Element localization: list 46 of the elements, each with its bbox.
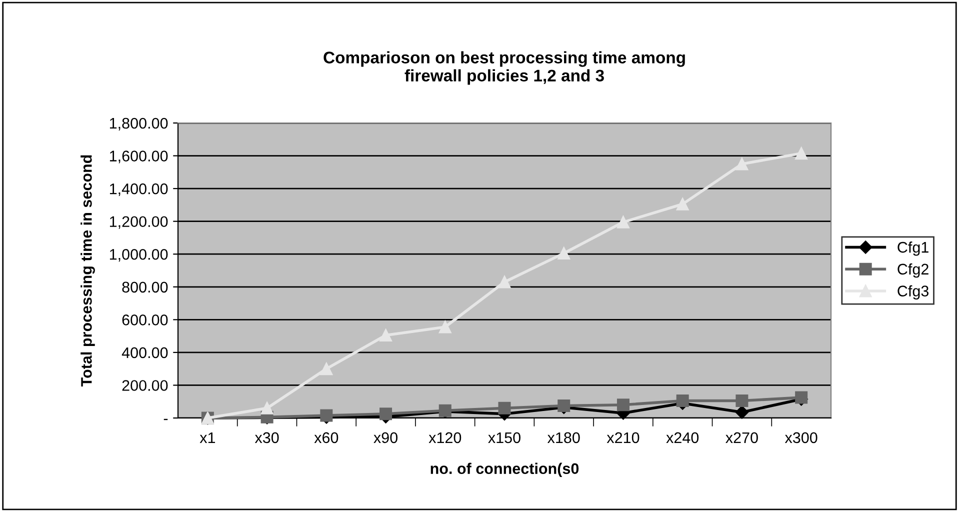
y-tick-label: 200.00 [122,380,168,391]
x-tick-label: x270 [726,432,758,444]
y-tick-label: 1,600.00 [110,150,168,164]
point [735,406,749,419]
x-tick-label: x300 [784,432,818,444]
point [558,399,570,412]
x-tick-label: x240 [666,432,699,444]
legend-label: Cfg3 [898,285,929,300]
point [676,394,689,408]
x-tick-label: x90 [374,432,398,444]
point [558,247,570,260]
point [795,391,808,404]
x-tick-label: x210 [606,432,640,444]
point [616,216,630,228]
point [320,409,333,422]
point [438,320,452,334]
point [795,147,808,160]
point [498,402,511,414]
x-tick-label: x150 [488,432,520,444]
x-tick-label: x60 [314,432,338,444]
x-tick-label: x1 [200,432,216,443]
point [380,328,392,342]
x-tick-label: x30 [254,432,279,444]
chart-title: Comparioson on best processing time among firewall policies 1,2 and 3 [324,51,685,85]
x-axis-title: no. of connection(s0 [430,462,579,478]
point [380,408,392,420]
point [736,394,748,408]
y-tick-label: 800.00 [122,282,168,293]
y-tick-label: 1,200.00 [110,216,168,229]
y-tick-label: 1,400.00 [110,183,168,196]
y-axis-title: Total processing time in second [80,155,95,386]
legend-label: Cfg1 [898,242,928,256]
point [676,198,689,210]
y-tick-label: 1,800.00 [110,118,168,130]
point [260,402,274,414]
y-tick-label: 600.00 [122,314,168,326]
y-tick-label: 400.00 [122,347,168,358]
x-tick-label: x120 [428,432,462,444]
x-tick-label: x180 [547,432,580,444]
point [616,398,630,412]
point [320,362,333,376]
point [736,158,748,170]
point [498,276,511,288]
y-tick-label: 1,000.00 [110,248,168,262]
y-tick-label: - [164,418,168,420]
legend-label: Cfg2 [898,263,928,278]
